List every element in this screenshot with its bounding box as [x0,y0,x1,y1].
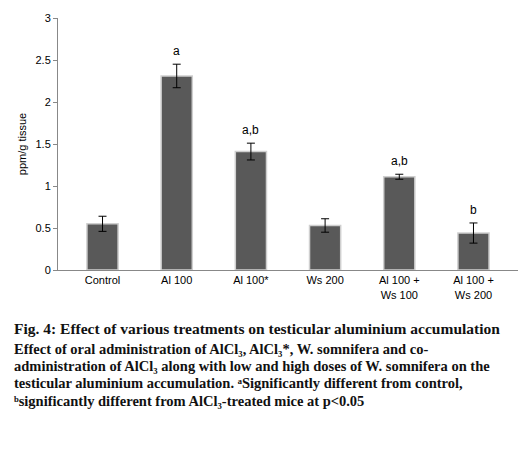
html-text:Effect of oral administration: Effect of oral administration of AlCl₃, … [14,340,490,409]
html-text:Fig. 4: Effect of various trea: Fig. 4: Effect of various treatments on … [14,320,500,337]
svg-text:Al 100: Al 100 [161,274,192,286]
svg-text:1.5: 1.5 [36,138,51,150]
svg-text:a,b: a,b [391,154,408,168]
svg-text:Control: Control [85,274,120,286]
svg-text:b: b [470,203,477,217]
svg-text:a,b: a,b [242,123,259,137]
svg-text:1: 1 [45,180,51,192]
svg-text:2.5: 2.5 [36,54,51,66]
svg-text:3: 3 [45,12,51,24]
svg-text:2: 2 [45,96,51,108]
svg-text:Al 100 +Ws 100: Al 100 +Ws 100 [379,274,420,300]
svg-text:ppm/g tissue: ppm/g tissue [16,113,28,175]
svg-text:0.5: 0.5 [36,222,51,234]
svg-text:Ws 200: Ws 200 [306,274,343,286]
svg-text:a: a [173,44,180,58]
svg-text:Al 100 +Ws 200: Al 100 +Ws 200 [453,274,494,300]
svg-text:Al 100*: Al 100* [233,274,269,286]
svg-text:0: 0 [45,264,51,276]
